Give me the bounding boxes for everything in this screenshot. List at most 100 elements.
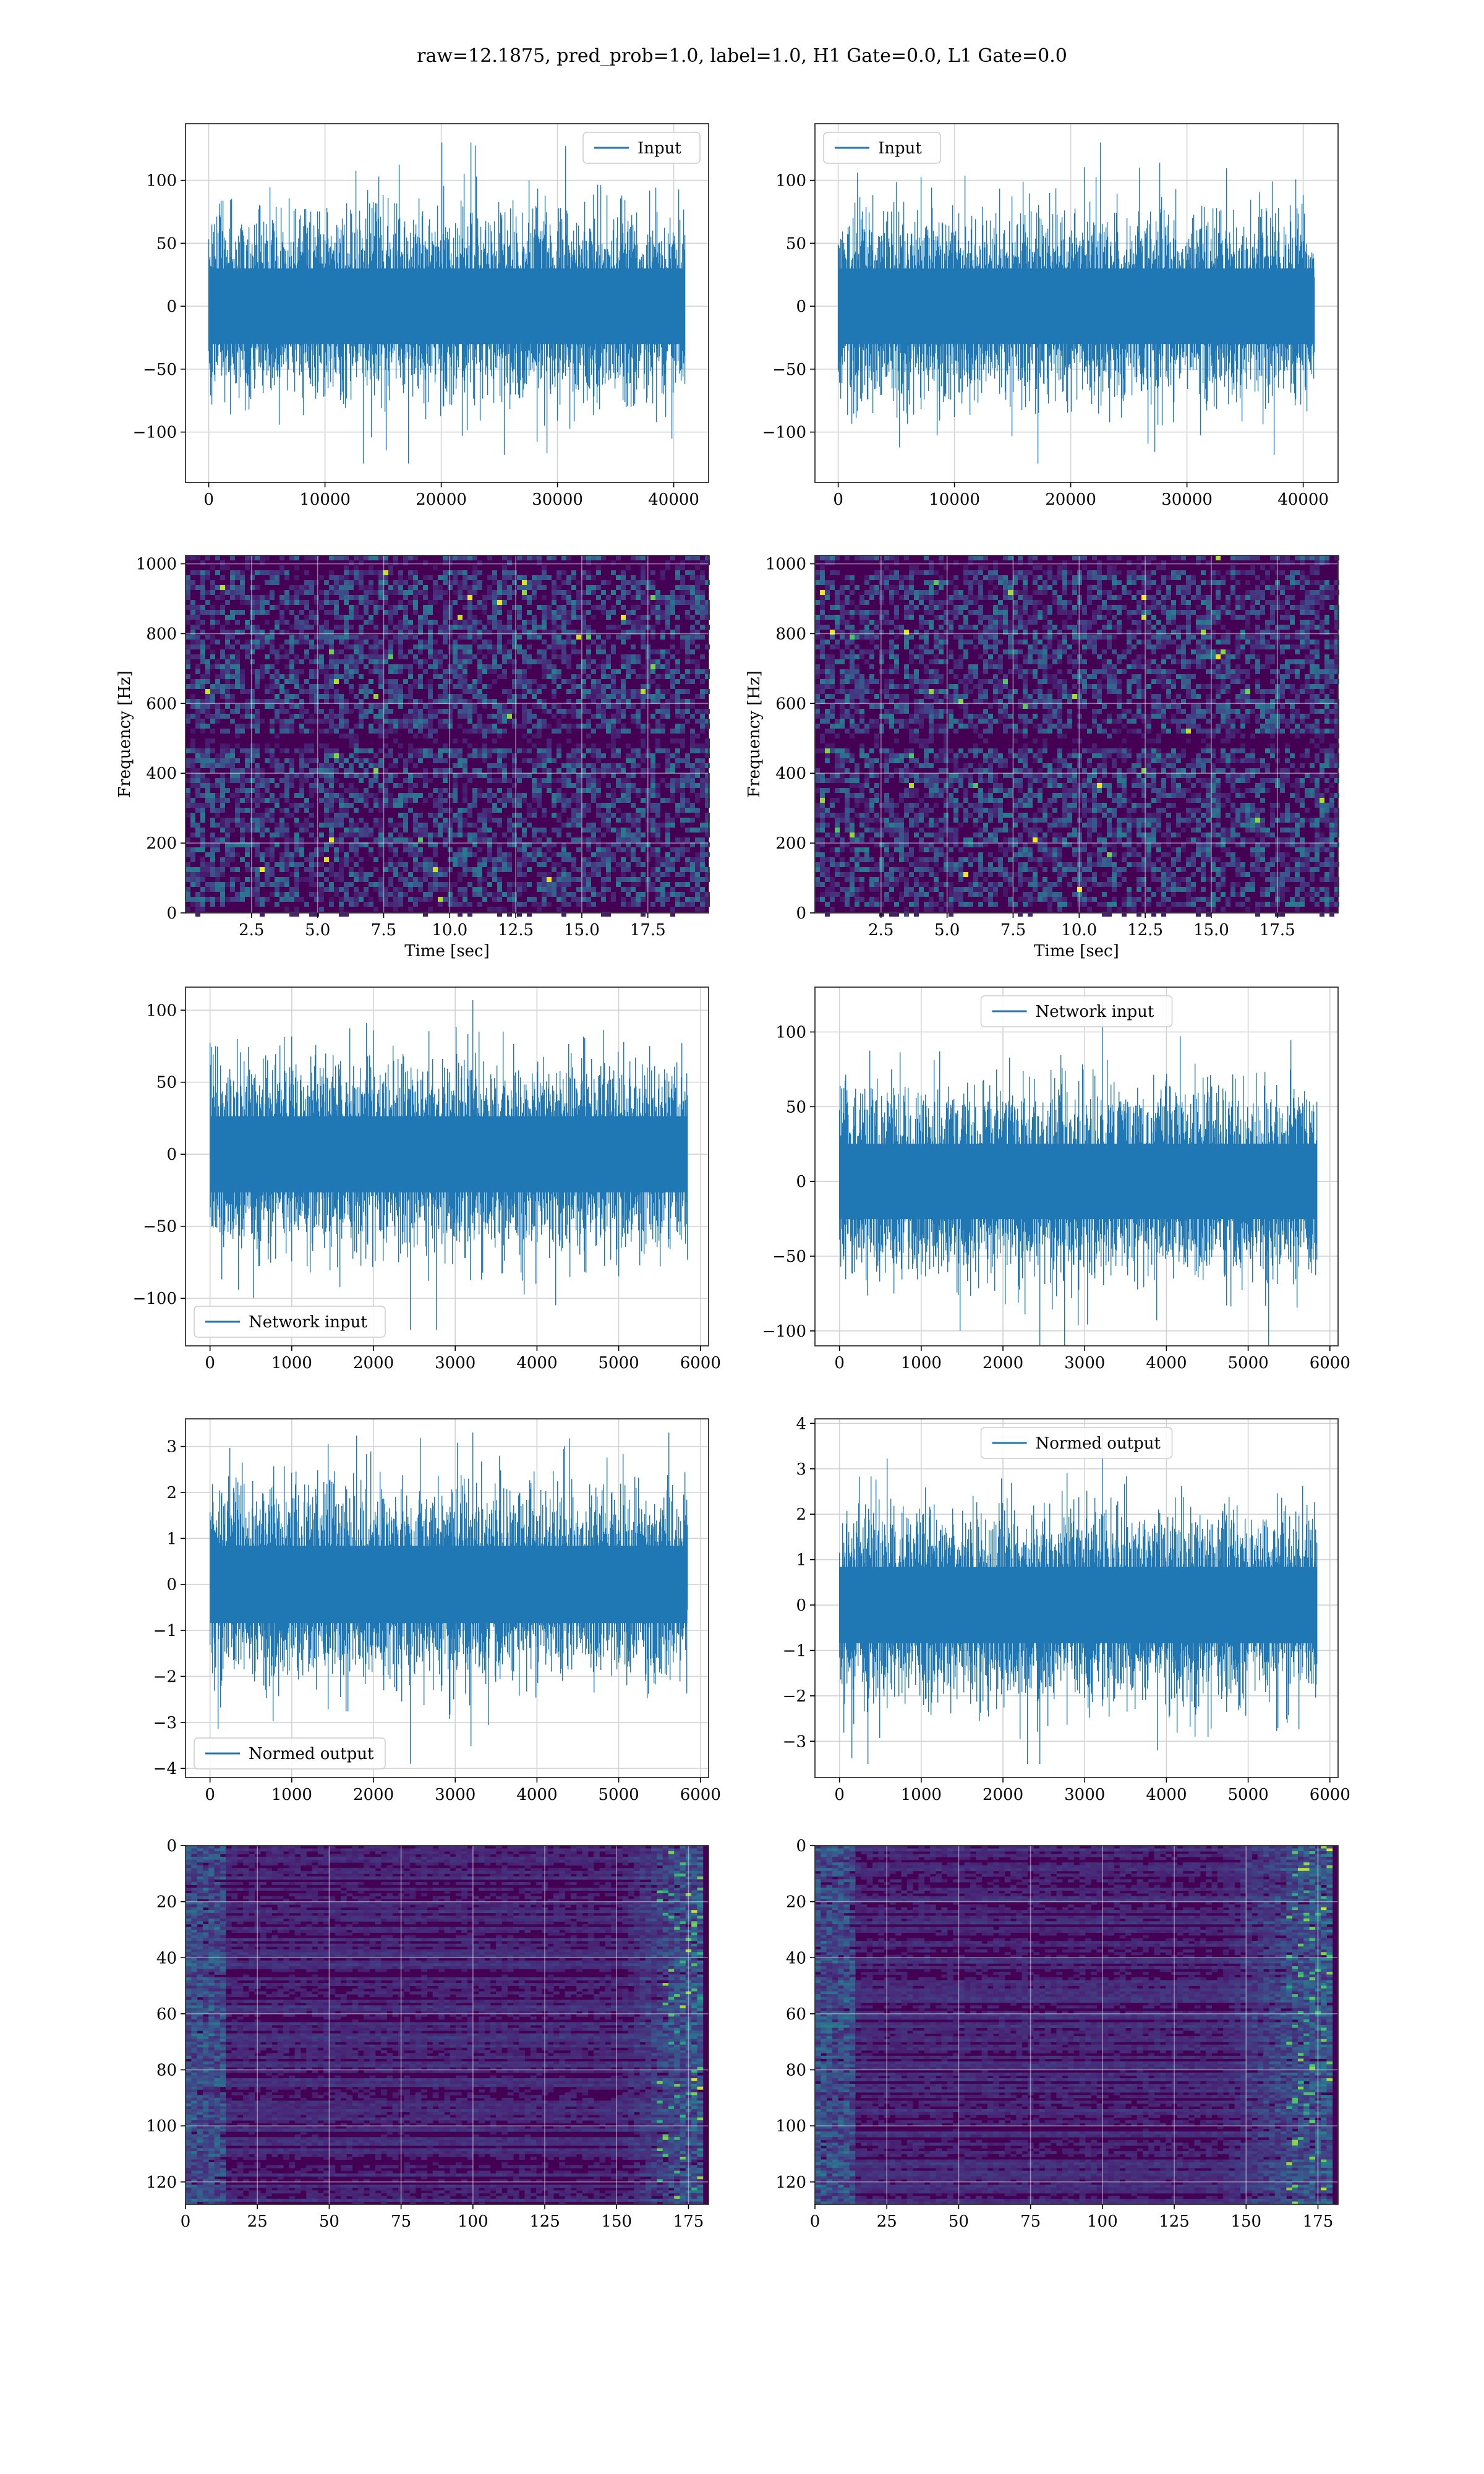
y-tick-label: −1 <box>153 1622 177 1640</box>
x-tick-label: 10000 <box>929 490 980 509</box>
y-tick-label: 20 <box>156 1893 177 1912</box>
x-tick-label: 75 <box>1020 2212 1041 2231</box>
x-tick-label: 6000 <box>680 1786 721 1804</box>
y-tick-label: 1000 <box>765 555 806 574</box>
x-tick-label: 25 <box>877 2212 897 2231</box>
y-tick-label: 1 <box>796 1551 806 1570</box>
y-tick-label: −100 <box>762 424 806 442</box>
x-tick-label: 17.5 <box>1260 921 1295 940</box>
legend-label: Network input <box>1036 1003 1154 1021</box>
x-tick-label: 0 <box>834 1786 845 1804</box>
y-tick-label: 0 <box>166 1576 177 1594</box>
x-tick-label: 50 <box>319 2212 339 2231</box>
x-tick-label: 2000 <box>983 1786 1023 1804</box>
x-tick-label: 4000 <box>516 1786 557 1804</box>
x-axis-label: Time [sec] <box>404 942 490 961</box>
y-tick-label: 200 <box>146 834 177 853</box>
x-tick-label: 15.0 <box>1193 921 1229 940</box>
y-tick-label: 120 <box>146 2173 177 2192</box>
y-tick-label: 400 <box>146 764 177 783</box>
y-tick-label: 3 <box>166 1438 177 1457</box>
x-tick-label: 0 <box>181 2212 191 2231</box>
legend: Network input <box>194 1306 385 1337</box>
y-tick-label: 80 <box>786 2061 806 2080</box>
y-tick-label: 80 <box>156 2061 177 2080</box>
x-tick-label: 6000 <box>1310 1354 1350 1372</box>
x-tick-label: 7.5 <box>371 921 396 940</box>
series-core-band <box>210 1116 688 1192</box>
x-tick-label: 175 <box>673 2212 704 2231</box>
x-tick-label: 5000 <box>599 1786 639 1804</box>
y-tick-label: −50 <box>772 361 806 379</box>
x-tick-label: 10.0 <box>1061 921 1097 940</box>
x-tick-label: 1000 <box>271 1354 312 1372</box>
series-core-band <box>838 268 1315 344</box>
y-tick-label: −3 <box>783 1732 806 1751</box>
y-tick-label: 1 <box>166 1530 177 1548</box>
y-tick-label: 3 <box>796 1460 806 1479</box>
y-tick-label: 20 <box>786 1893 806 1912</box>
x-tick-label: 1000 <box>901 1786 942 1804</box>
y-tick-label: −2 <box>153 1667 177 1686</box>
x-tick-label: 1000 <box>271 1786 312 1804</box>
y-tick-label: 200 <box>775 834 806 853</box>
x-tick-label: 5.0 <box>305 921 330 940</box>
x-tick-label: 17.5 <box>630 921 666 940</box>
x-tick-label: 2.5 <box>868 921 893 940</box>
y-tick-label: −4 <box>153 1760 177 1778</box>
y-tick-label: 100 <box>146 172 177 190</box>
x-tick-label: 2000 <box>353 1786 394 1804</box>
x-tick-label: 2000 <box>353 1354 394 1372</box>
x-tick-label: 20000 <box>416 490 467 509</box>
x-tick-label: 5000 <box>599 1354 639 1372</box>
x-tick-label: 100 <box>458 2212 488 2231</box>
legend: Normed output <box>981 1427 1172 1458</box>
figure-suptitle: raw=12.1875, pred_prob=1.0, label=1.0, H… <box>417 45 1067 67</box>
legend-label: Normed output <box>249 1745 374 1763</box>
x-tick-label: 125 <box>529 2212 560 2231</box>
y-tick-label: 400 <box>775 764 806 783</box>
y-tick-label: −2 <box>783 1687 806 1706</box>
x-tick-label: 6000 <box>680 1354 721 1372</box>
x-tick-label: 75 <box>391 2212 411 2231</box>
y-tick-label: 50 <box>786 234 806 253</box>
x-axis-label: Time [sec] <box>1034 942 1119 961</box>
y-tick-label: 120 <box>775 2173 806 2192</box>
x-tick-label: 150 <box>1230 2212 1261 2231</box>
y-axis-label: Frequency [Hz] <box>745 670 764 798</box>
y-tick-label: 0 <box>166 1837 177 1856</box>
x-tick-label: 20000 <box>1045 490 1096 509</box>
x-tick-label: 5000 <box>1228 1786 1269 1804</box>
y-tick-label: 0 <box>166 297 177 316</box>
y-tick-label: 100 <box>146 1001 177 1020</box>
x-tick-label: 3000 <box>435 1786 475 1804</box>
series-core-band <box>209 268 685 344</box>
legend: Input <box>583 132 700 163</box>
x-tick-label: 3000 <box>1064 1354 1105 1372</box>
x-tick-label: 7.5 <box>1000 921 1026 940</box>
x-tick-label: 4000 <box>1146 1354 1187 1372</box>
y-axis-label: Frequency [Hz] <box>116 670 134 798</box>
x-tick-label: 125 <box>1159 2212 1190 2231</box>
x-tick-label: 100 <box>1087 2212 1118 2231</box>
x-tick-label: 25 <box>247 2212 268 2231</box>
y-tick-label: −50 <box>143 361 177 379</box>
series-core-band <box>210 1546 688 1623</box>
x-tick-label: 3000 <box>435 1354 475 1372</box>
x-tick-label: 2000 <box>983 1354 1023 1372</box>
legend-label: Input <box>638 139 681 158</box>
legend: Input <box>824 132 940 163</box>
y-tick-label: 4 <box>796 1415 806 1433</box>
y-tick-label: 1000 <box>136 555 177 574</box>
y-tick-label: 50 <box>156 1074 177 1092</box>
y-tick-label: −3 <box>153 1714 177 1732</box>
y-tick-label: −100 <box>133 424 177 442</box>
x-tick-label: 10000 <box>299 490 351 509</box>
x-tick-label: 15.0 <box>564 921 600 940</box>
y-tick-label: −50 <box>143 1218 177 1236</box>
x-tick-label: 6000 <box>1310 1786 1350 1804</box>
panels-group: 0 10000 20000 30000 40000−100−50050100Input0… <box>116 124 1350 2231</box>
series-core-band <box>840 1567 1317 1643</box>
